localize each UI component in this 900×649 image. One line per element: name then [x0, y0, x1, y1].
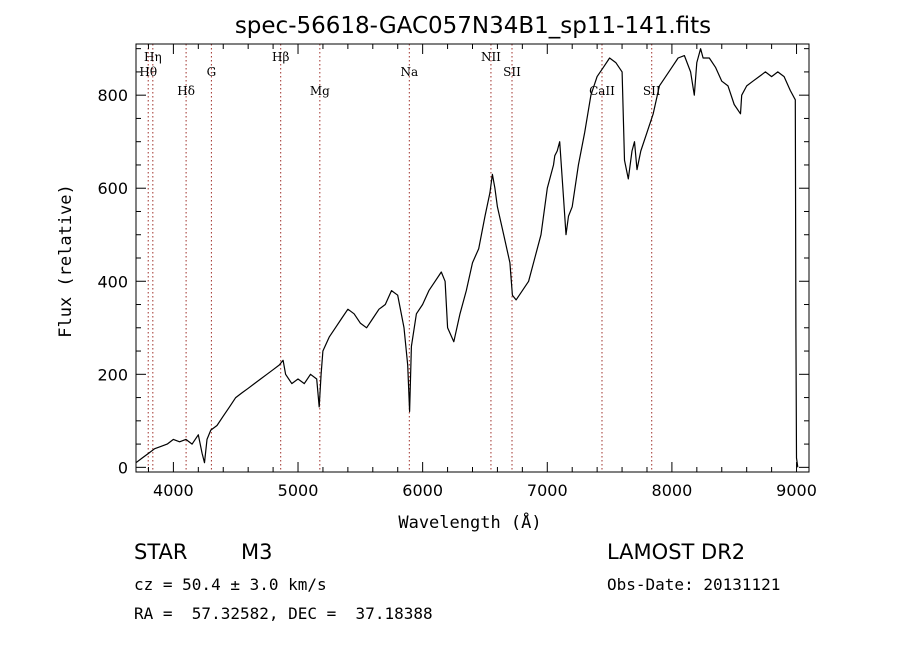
spectral-line-label-7: NII	[481, 50, 501, 64]
spectral-line-label-9: CaII	[589, 84, 615, 98]
spectral-line-label-10: SII	[643, 84, 661, 98]
coordinates: RA = 57.32582, DEC = 37.18388	[134, 604, 433, 623]
x-tick-label-2: 6000	[402, 481, 443, 500]
observation-date: Obs-Date: 20131121	[607, 575, 781, 594]
plot-frame	[135, 43, 810, 473]
chart-title: spec-56618-GAC057N34B1_sp11-141.fits	[235, 13, 711, 39]
y-tick-label-3: 600	[97, 179, 128, 198]
y-tick-label-2: 400	[97, 272, 128, 291]
spectrum-series	[135, 48, 799, 468]
object-type: STAR	[134, 540, 188, 564]
spectral-line-label-4: Hβ	[272, 50, 289, 64]
spectral-line-label-5: Mg	[310, 84, 330, 98]
x-tick-label-4: 8000	[652, 481, 693, 500]
spectral-subclass: M3	[241, 540, 273, 564]
spectral-line-label-8: SII	[503, 65, 521, 79]
spectral-line-label-2: Hδ	[177, 84, 195, 98]
x-tick-label-0: 4000	[153, 481, 194, 500]
y-tick-label-0: 0	[118, 458, 128, 477]
axis-ticks	[136, 44, 809, 472]
redshift-value: cz = 50.4 ± 3.0 km/s	[134, 575, 327, 594]
data-release: LAMOST DR2	[607, 540, 746, 564]
spectral-line-label-0: Hη	[144, 50, 162, 64]
x-tick-label-5: 9000	[776, 481, 817, 500]
x-tick-label-1: 5000	[278, 481, 319, 500]
y-axis-label: Flux (relative)	[56, 184, 76, 338]
x-axis-label: Wavelength (Å)	[398, 511, 541, 533]
y-tick-label-4: 800	[97, 86, 128, 105]
spectral-line-label-1: Hθ	[139, 65, 157, 79]
spectral-line-label-6: Na	[400, 65, 418, 79]
x-tick-label-3: 7000	[527, 481, 568, 500]
spectral-line-label-3: G	[207, 65, 217, 79]
y-tick-label-1: 200	[97, 365, 128, 384]
axis-tick-labels: 4000 5000 6000 7000 8000 9000 0 200 400 600 800	[97, 86, 816, 500]
spectrum-line-0	[135, 48, 799, 468]
